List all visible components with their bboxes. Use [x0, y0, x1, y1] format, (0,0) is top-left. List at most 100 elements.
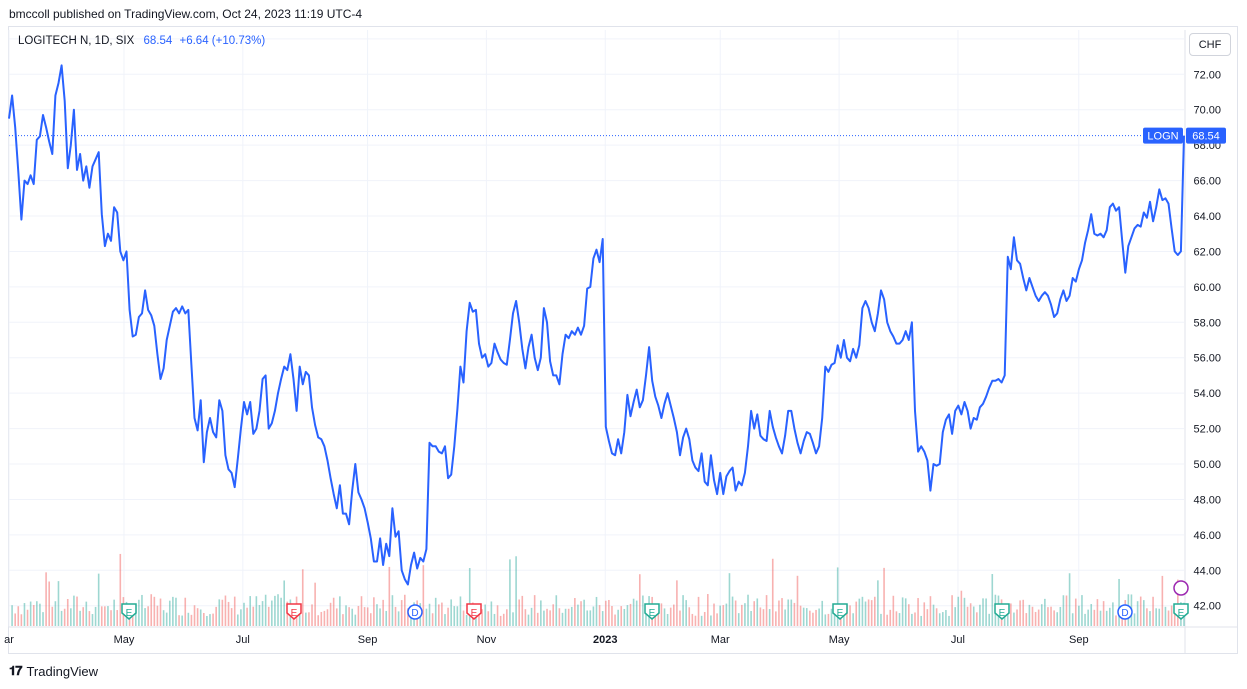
volume-bar	[1019, 600, 1021, 626]
split-badge-shape	[1173, 580, 1189, 596]
volume-bar	[339, 596, 341, 626]
currency-button[interactable]: CHF	[1189, 33, 1231, 56]
volume-bar	[203, 612, 205, 626]
volume-bar	[669, 607, 672, 626]
marker-letter: E	[837, 608, 844, 619]
volume-bar	[762, 609, 765, 626]
y-tick-label: 70.00	[1193, 105, 1221, 117]
volume-bar	[741, 604, 743, 626]
volume-bar	[611, 606, 613, 626]
last-price-symbol-badge	[1143, 127, 1183, 144]
volume-bar	[209, 614, 211, 626]
volume-bar	[904, 598, 907, 626]
volume-bar	[833, 614, 836, 626]
volume-bar	[750, 610, 752, 626]
marker-letter: D	[411, 608, 418, 619]
last-price-symbol: LOGN	[1147, 131, 1178, 143]
symbol-legend: LOGITECH N, 1D, SIX 68.54 +6.64 (+10.73%…	[18, 35, 265, 47]
volume-bar	[363, 607, 366, 626]
volume-bar	[206, 615, 208, 626]
volume-bar	[502, 613, 505, 626]
earnings-badge-shape	[1173, 603, 1189, 620]
brand-name: TradingView	[26, 663, 99, 679]
volume-bar	[1136, 601, 1139, 626]
volume-bar	[957, 596, 960, 626]
y-tick-label: 64.00	[1193, 211, 1221, 223]
volume-bar	[877, 580, 879, 626]
volume-bar	[645, 609, 647, 626]
volume-bar	[790, 599, 793, 626]
volume-bar	[694, 615, 697, 626]
volume-bar	[818, 608, 820, 626]
volume-bar	[444, 614, 446, 626]
volume-bar	[360, 596, 363, 626]
volume-bar	[734, 600, 737, 626]
volume-bar	[861, 596, 864, 626]
volume-bar	[1152, 596, 1154, 626]
x-tick-label: May	[114, 634, 135, 646]
volume-bar	[719, 605, 721, 626]
volume-bar	[141, 594, 143, 626]
volume-bar	[57, 581, 60, 626]
volume-bar	[824, 614, 827, 626]
volume-bar	[629, 603, 632, 626]
volume-bar	[1059, 606, 1062, 626]
volume-bar	[979, 604, 981, 626]
volume-bar	[162, 610, 165, 626]
volume-bar	[48, 581, 50, 626]
price-change: +6.64 (+10.73%)	[179, 35, 266, 47]
y-tick-label: 52.00	[1193, 424, 1221, 436]
volume-bar	[555, 595, 558, 626]
volume-bar	[1074, 598, 1077, 626]
tradingview-footer: 𝟏𝟕 TradingView	[9, 663, 98, 679]
volume-bar	[1146, 608, 1148, 626]
volume-bar	[326, 609, 329, 626]
volume-bar	[691, 613, 694, 626]
volume-bar	[976, 612, 978, 626]
volume-bar	[32, 605, 35, 626]
volume-bar	[1047, 607, 1049, 626]
volume-bar	[1068, 573, 1071, 626]
volume-bar	[917, 598, 919, 626]
volume-bar	[456, 606, 459, 626]
volume-bar	[369, 613, 372, 626]
volume-bar	[858, 598, 861, 626]
volume-bar	[889, 609, 892, 626]
volume-bar	[805, 608, 808, 626]
volume-bar	[128, 615, 131, 626]
volume-bar	[679, 610, 681, 626]
volume-bar	[1093, 609, 1096, 626]
y-tick-label: 42.00	[1193, 601, 1221, 613]
volume-bar	[237, 614, 239, 626]
earnings-marker-icon: E	[286, 603, 302, 620]
volume-bar	[459, 596, 462, 626]
volume-bar	[382, 599, 384, 626]
volume-bar	[1155, 608, 1157, 626]
volume-bar	[351, 608, 354, 626]
volume-bar	[991, 574, 994, 626]
volume-bar	[187, 612, 190, 626]
volume-bar	[812, 612, 814, 626]
y-tick-label: 58.00	[1193, 317, 1221, 329]
volume-bar	[70, 608, 72, 626]
x-tick-label: Nov	[477, 634, 497, 646]
volume-bar	[886, 614, 888, 626]
y-tick-label: 56.00	[1193, 353, 1221, 365]
volume-bar	[462, 610, 465, 626]
volume-bar	[332, 597, 335, 626]
volume-bar	[481, 609, 483, 626]
volume-bar	[920, 615, 922, 626]
y-axis-ticks: 42.00 44.00 46.00 48.00 50.00 52.00 54.00 56.00…	[1193, 34, 1221, 613]
volume-bar	[394, 606, 397, 626]
earnings-marker-icon: E	[644, 603, 660, 620]
volume-bar	[255, 596, 258, 626]
earnings-marker-icon: E	[1173, 603, 1189, 620]
volume-bar	[549, 610, 551, 626]
volume-bar	[134, 607, 137, 626]
volume-bar	[530, 607, 533, 626]
last-price-value-badge	[1186, 127, 1226, 144]
volume-bar	[107, 606, 109, 626]
volume-bar	[567, 608, 570, 626]
volume-bar	[676, 580, 678, 626]
